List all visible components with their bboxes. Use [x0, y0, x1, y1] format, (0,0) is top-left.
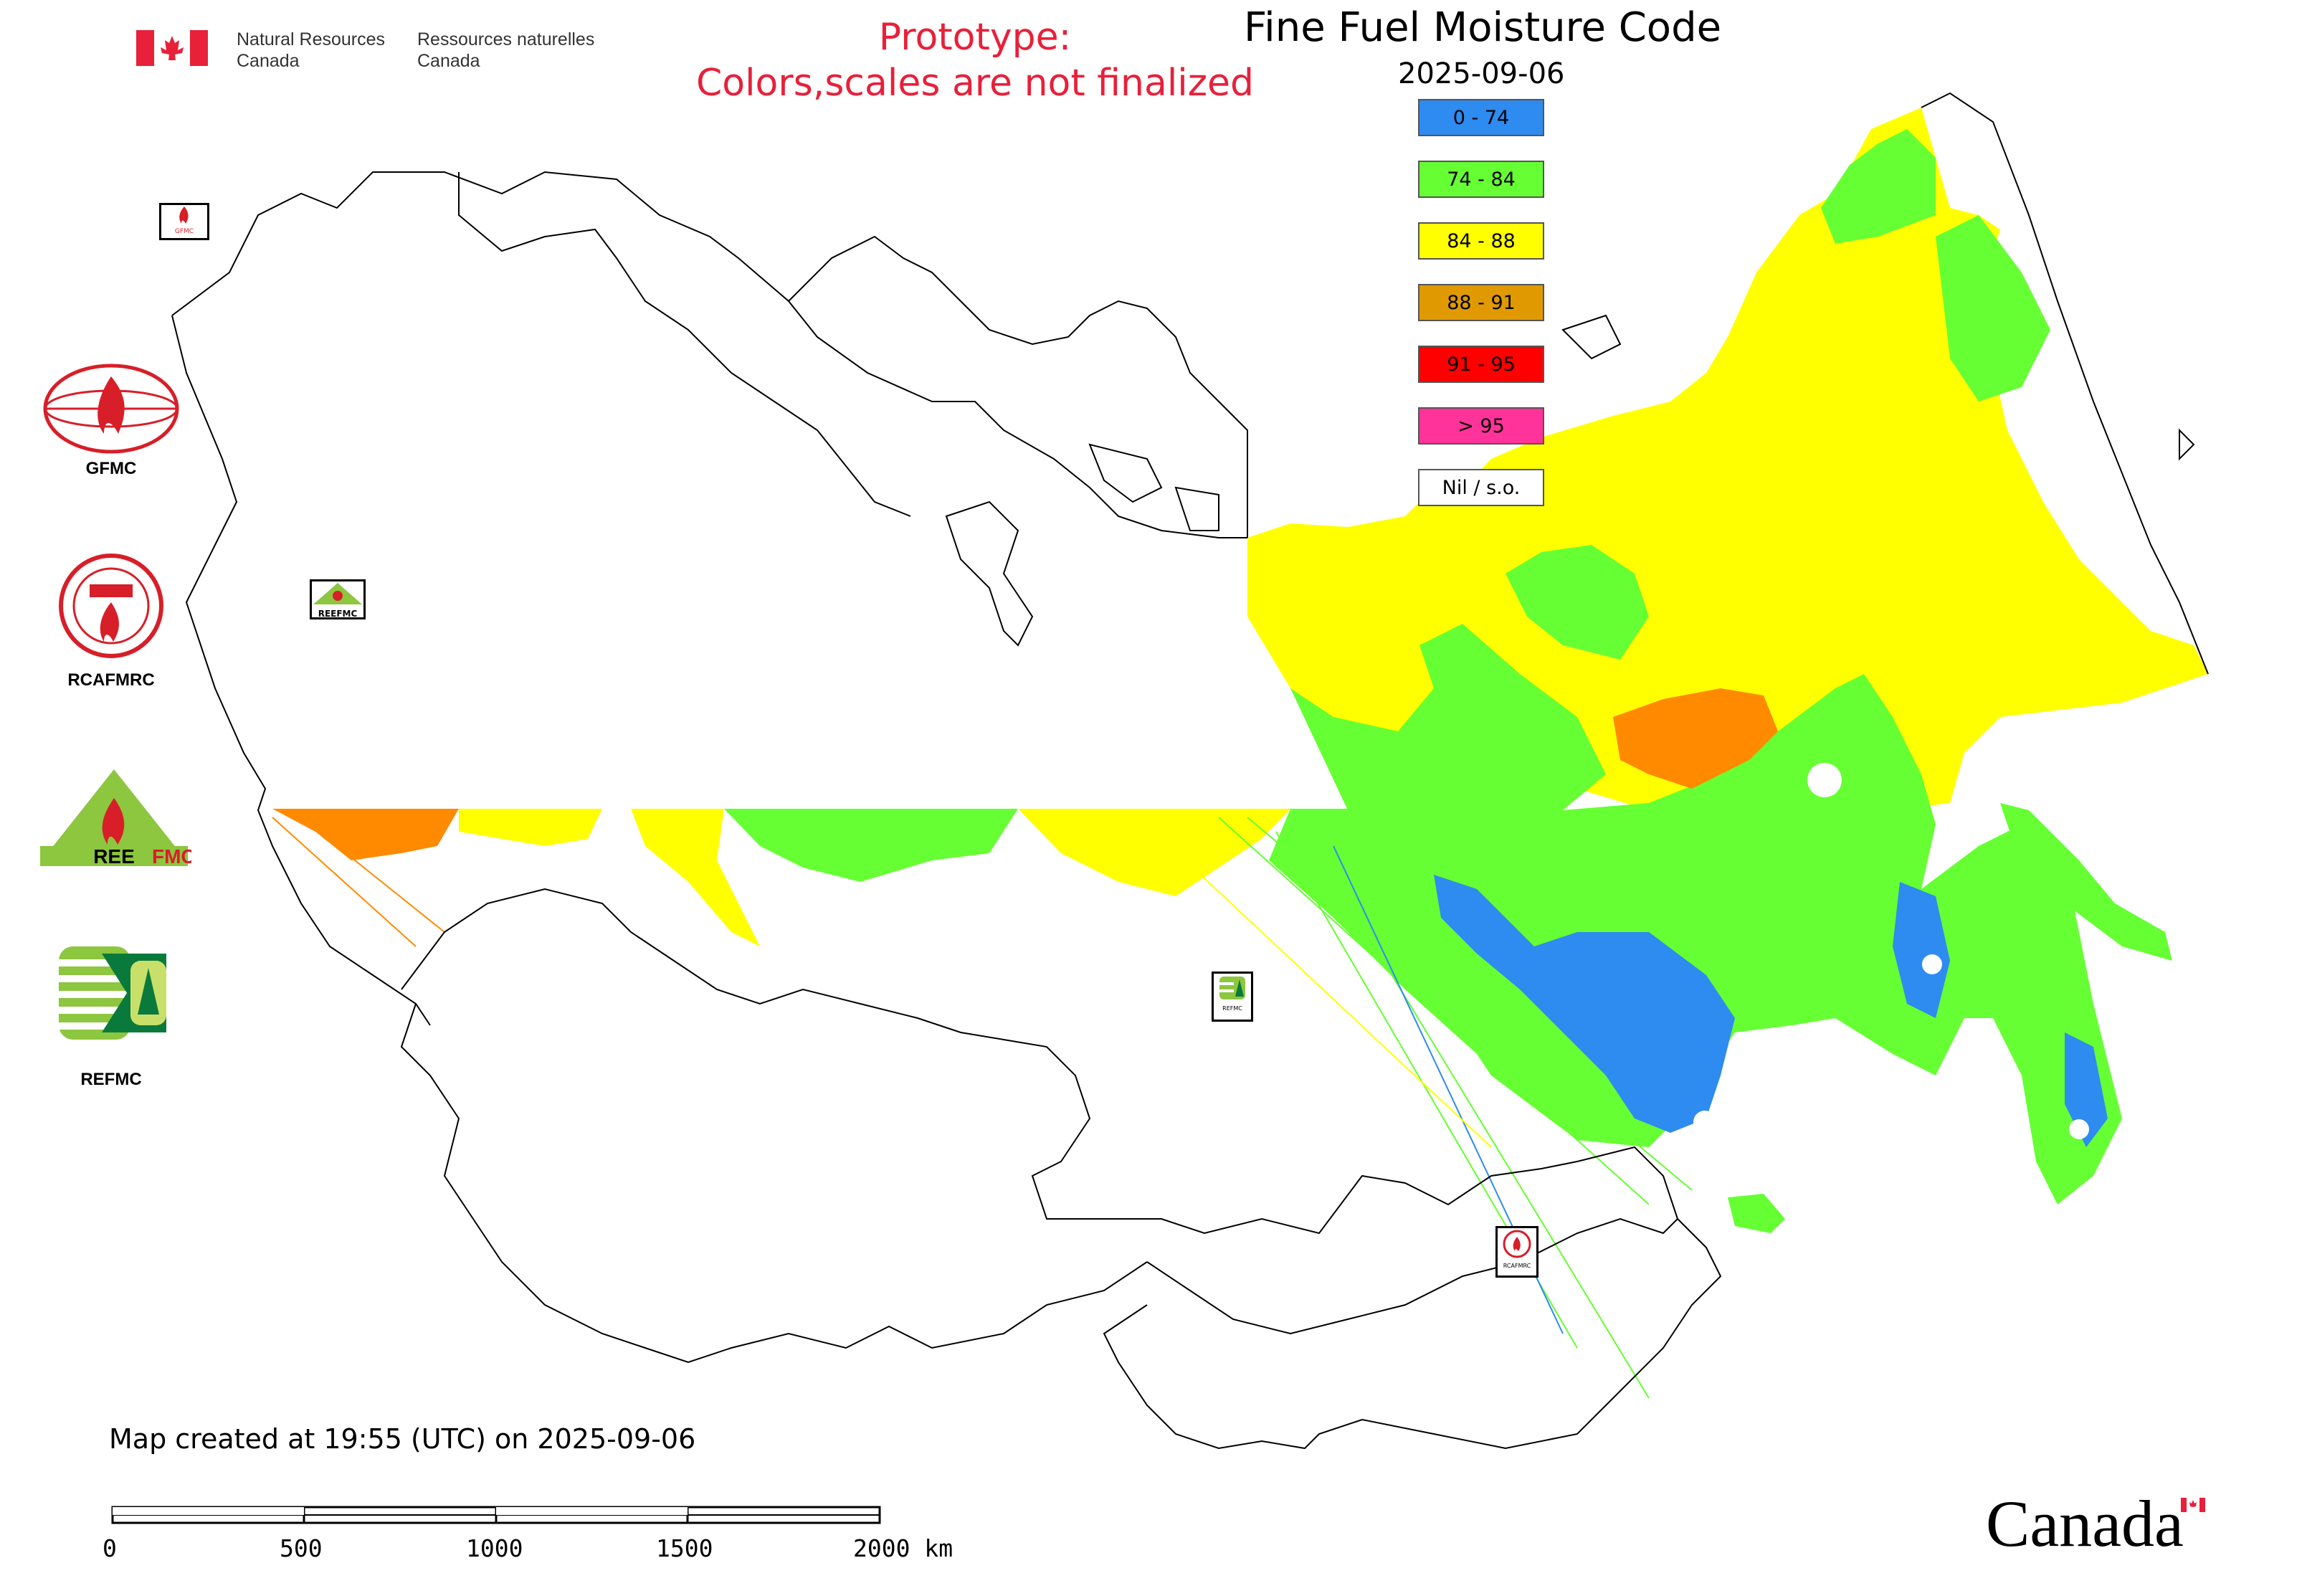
ffmc-region-blue-coast — [2065, 1032, 2108, 1147]
ffmc-region-blue-east — [1893, 882, 1950, 1018]
canada-wordmark: Canada — [1986, 1488, 2230, 1559]
ffmc-region-south-tip — [1728, 1194, 1785, 1233]
border-mongolia — [1146, 1217, 1678, 1335]
scale-label-1000: 1000 — [466, 1534, 523, 1562]
scale-label-1500: 1500 — [656, 1534, 713, 1562]
refmc-logo-icon — [59, 946, 173, 1040]
legend-item-88-91: 88 - 91 — [1418, 284, 1544, 321]
ffmc-region-green-west — [1506, 545, 1649, 660]
ffmc-strip-green-1 — [724, 809, 1018, 882]
scale-label-500: 500 — [280, 1534, 323, 1562]
canada-wordmark-text: Canada — [1986, 1487, 2184, 1560]
canada-wordmark-flag-icon — [2181, 1498, 2205, 1512]
legend-item-84-88: 84 - 88 — [1418, 222, 1544, 260]
border-kazakh-south — [400, 1003, 1148, 1364]
gov-name-french: Ressources naturelles Canada — [417, 29, 595, 71]
border-central-asia — [401, 888, 1678, 1235]
svg-text:FMC: FMC — [152, 845, 191, 868]
refmc-marker: REFMC — [1212, 972, 1253, 1022]
ffmc-strip-yellow-3 — [1018, 809, 1290, 896]
reefmc-marker: REEFMC — [310, 579, 366, 619]
scale-bar — [111, 1506, 882, 1524]
border-kamchatka — [1921, 92, 2209, 675]
map-title: Fine Fuel Moisture Code — [1244, 4, 1722, 51]
legend-item-0-74: 0 - 74 — [1418, 99, 1544, 136]
rcafmrc-logo-icon — [57, 552, 165, 660]
map-created-note: Map created at 19:55 (UTC) on 2025-09-06 — [109, 1423, 696, 1455]
svg-text:REE: REE — [93, 845, 135, 868]
border-china-north — [1103, 1218, 1722, 1450]
legend-item-91-95: 91 - 95 — [1418, 346, 1544, 383]
rcafmrc-marker: RCAFMRC — [1495, 1226, 1538, 1278]
ffmc-region-green-north — [1821, 129, 1936, 244]
nil-dots — [1693, 763, 2089, 1139]
legend-item-nil: Nil / s.o. — [1418, 469, 1544, 506]
gov-name-english: Natural Resources Canada — [237, 29, 386, 71]
prototype-line-2: Colors,scales are not finalized — [695, 62, 1255, 105]
border-europe — [171, 171, 1247, 538]
ffmc-region-blue — [1434, 875, 1735, 1133]
arctic-islands — [945, 314, 2195, 647]
legend-item-74-84: 74 - 84 — [1418, 161, 1544, 198]
map-date: 2025-09-06 — [1398, 57, 1565, 90]
ffmc-region-green-kamchatka — [1936, 215, 2050, 402]
strip-diagonal-lines — [272, 817, 1693, 1399]
ffmc-strip-yellow-1 — [459, 809, 602, 846]
prototype-line-1: Prototype: — [878, 16, 1072, 59]
ffmc-strip-west-orange — [272, 809, 459, 860]
reefmc-logo-icon: REE FMC — [37, 766, 196, 873]
border-scandinavia — [458, 172, 911, 517]
ffmc-region-orange — [1613, 688, 1778, 789]
rcafmrc-label: RCAFMRC — [67, 670, 155, 690]
gfmc-marker: GFMC — [159, 203, 209, 240]
canada-flag-icon — [136, 30, 208, 66]
scale-label-0: 0 — [103, 1534, 117, 1562]
refmc-label: REFMC — [80, 1070, 142, 1089]
gfmc-logo-icon — [39, 362, 183, 455]
border-arctic-coast — [788, 235, 1248, 538]
legend-item-over-95: > 95 — [1418, 407, 1544, 445]
border-europe-west — [171, 315, 431, 1026]
ffmc-strip-yellow-2 — [631, 809, 760, 946]
ffmc-region-sakhalin — [2000, 803, 2172, 961]
country-borders — [171, 92, 2209, 1450]
ffmc-strip-green-2 — [1269, 809, 1577, 1126]
gfmc-label: GFMC — [85, 459, 137, 478]
scale-label-2000: 2000 km — [853, 1534, 953, 1562]
prototype-notice: Prototype: Colors,scales are not finaliz… — [667, 14, 1283, 106]
